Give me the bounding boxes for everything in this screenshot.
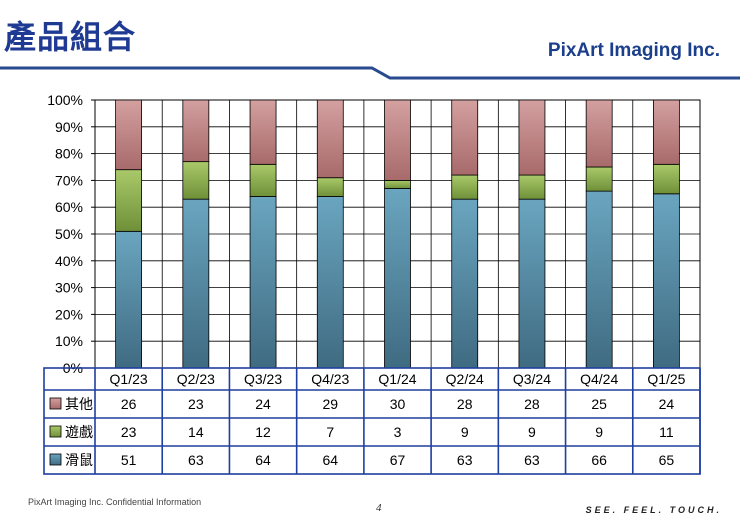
y-tick-label: 90%	[55, 119, 83, 135]
bar-other-q2-23	[182, 99, 210, 163]
data-label-mouse: 64	[255, 452, 271, 468]
tagline: SEE. FEEL. TOUCH.	[585, 505, 722, 515]
confidential-notice: PixArt Imaging Inc. Confidential Informa…	[28, 497, 202, 507]
data-label-other: 23	[188, 396, 204, 412]
x-category-label: Q1/23	[110, 371, 148, 387]
y-tick-label: 50%	[55, 226, 83, 242]
bar-gaming-q4-23	[316, 177, 344, 197]
bar-mouse-q3-24	[518, 198, 546, 369]
data-label-other: 24	[659, 396, 675, 412]
data-label-mouse: 65	[659, 452, 675, 468]
data-label-other: 26	[121, 396, 137, 412]
x-category-label: Q4/24	[580, 371, 618, 387]
data-label-mouse: 66	[591, 452, 607, 468]
data-label-gaming: 11	[659, 424, 674, 440]
data-label-gaming: 14	[188, 424, 204, 440]
bar-gaming-q2-23	[182, 161, 210, 200]
data-label-gaming: 9	[461, 424, 469, 440]
legend-swatch-mouse	[49, 453, 62, 466]
y-tick-label: 10%	[55, 333, 83, 349]
data-label-gaming: 9	[528, 424, 536, 440]
header-rule	[0, 66, 740, 80]
bar-gaming-q3-24	[518, 174, 546, 200]
bar-other-q1-23	[115, 99, 143, 171]
y-tick-label: 70%	[55, 172, 83, 188]
bar-mouse-q1-24	[384, 188, 411, 369]
data-label-mouse: 51	[121, 452, 137, 468]
y-tick-label: 20%	[55, 306, 83, 322]
bar-gaming-q1-25	[652, 163, 680, 195]
x-category-label: Q2/24	[446, 371, 484, 387]
x-category-label: Q4/23	[311, 371, 349, 387]
data-label-gaming: 23	[121, 424, 137, 440]
data-label-mouse: 63	[524, 452, 540, 468]
x-category-label: Q3/24	[513, 371, 551, 387]
bar-other-q3-23	[249, 99, 277, 165]
x-category-label: Q1/24	[378, 371, 416, 387]
data-label-other: 25	[591, 396, 607, 412]
bar-other-q4-23	[316, 99, 344, 179]
data-label-other: 28	[457, 396, 473, 412]
bar-mouse-q4-24	[585, 190, 613, 369]
bar-gaming-q1-24	[384, 179, 411, 189]
data-label-mouse: 63	[188, 452, 204, 468]
data-label-mouse: 63	[457, 452, 473, 468]
data-label-gaming: 9	[595, 424, 603, 440]
data-label-other: 29	[322, 396, 338, 412]
bar-other-q3-24	[518, 99, 546, 176]
legend-label-gaming: 遊戲	[65, 425, 93, 441]
page-number: 4	[376, 502, 382, 514]
data-label-mouse: 64	[322, 452, 338, 468]
bar-other-q4-24	[585, 99, 613, 168]
bar-gaming-q3-23	[249, 163, 277, 197]
bar-mouse-q1-23	[115, 230, 143, 369]
bar-gaming-q4-24	[585, 166, 613, 192]
data-label-gaming: 3	[394, 424, 402, 440]
data-label-mouse: 67	[390, 452, 406, 468]
data-label-gaming: 7	[326, 424, 334, 440]
bar-mouse-q2-23	[182, 198, 210, 369]
bar-mouse-q1-25	[652, 193, 680, 369]
bar-gaming-q2-24	[451, 174, 479, 200]
bar-mouse-q4-23	[316, 196, 344, 369]
data-label-gaming: 12	[255, 424, 271, 440]
y-tick-label: 100%	[47, 92, 83, 108]
y-tick-label: 80%	[55, 146, 83, 162]
legend-swatch-gaming	[49, 425, 62, 438]
bar-gaming-q1-23	[115, 169, 143, 232]
bar-other-q2-24	[451, 99, 479, 176]
page-title: 產品組合	[4, 18, 137, 56]
legend-label-other: 其他	[65, 397, 93, 413]
legend-swatch-other	[49, 397, 62, 410]
x-category-label: Q3/23	[244, 371, 282, 387]
y-tick-label: 40%	[55, 253, 83, 269]
data-label-other: 30	[390, 396, 406, 412]
y-tick-label: 60%	[55, 199, 83, 215]
data-label-other: 24	[255, 396, 271, 412]
bar-other-q1-25	[652, 99, 680, 165]
x-category-label: Q1/25	[647, 371, 685, 387]
bar-mouse-q3-23	[249, 196, 277, 369]
bar-other-q1-24	[384, 99, 411, 181]
bar-mouse-q2-24	[451, 198, 479, 369]
x-category-label: Q2/23	[177, 371, 215, 387]
y-tick-label: 30%	[55, 280, 83, 296]
data-label-other: 28	[524, 396, 540, 412]
brand-logo-text: PixArt Imaging Inc.	[547, 40, 720, 61]
legend-label-mouse: 滑鼠	[65, 452, 93, 469]
